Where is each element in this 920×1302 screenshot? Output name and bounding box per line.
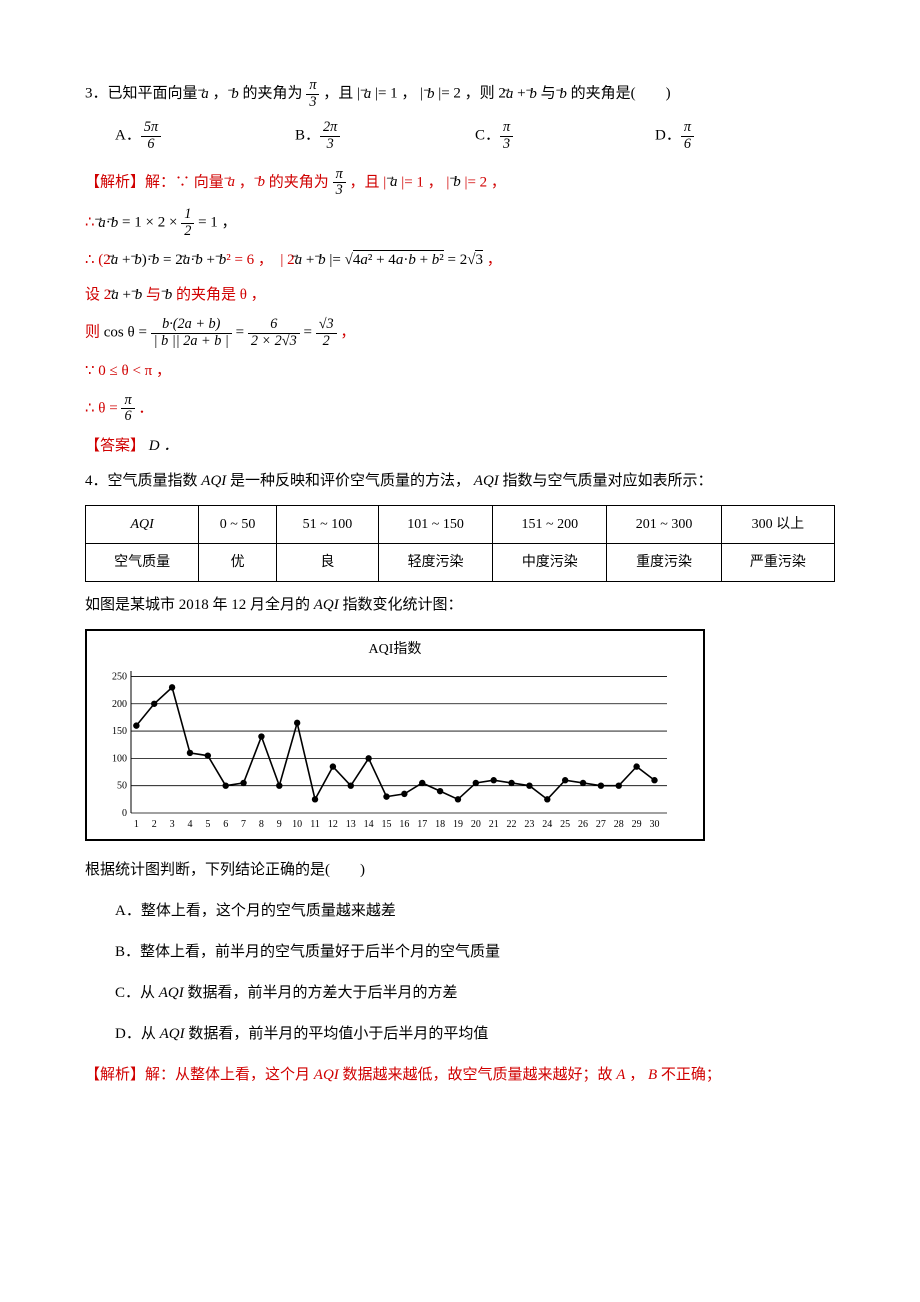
svg-text:7: 7 — [241, 819, 246, 830]
svg-text:5: 5 — [205, 819, 210, 830]
q3-options: A．5π6 B．2π3 C．π3 D．π6 — [115, 120, 835, 152]
svg-text:16: 16 — [399, 819, 409, 830]
q4-solution: 【解析】解：从整体上看，这个月 AQI 数据越来越低，故空气质量越来越好；故 A… — [85, 1062, 835, 1089]
q3-stem: 3．已知平面向量 a ， b 的夹角为 π3 ，且 | a |= 1 ， | b… — [85, 78, 835, 110]
svg-text:0: 0 — [122, 808, 127, 819]
chart-title: AQI指数 — [97, 637, 693, 664]
q4-opt-d: D．从 AQI 数据看，前半月的平均值小于后半月的平均值 — [115, 1021, 835, 1048]
svg-text:250: 250 — [112, 671, 127, 682]
svg-text:10: 10 — [292, 819, 302, 830]
svg-text:20: 20 — [471, 819, 481, 830]
svg-text:21: 21 — [489, 819, 499, 830]
q3-sol-l4: 设 2a + b 与 b 的夹角是 θ ， — [85, 282, 835, 309]
q4-judge: 根据统计图判断，下列结论正确的是( ) — [85, 857, 835, 884]
vec-b: b — [231, 86, 239, 102]
pi-over-3: π3 — [306, 78, 319, 110]
q4-opt-c: C．从 AQI 数据看，前半月的方差大于后半月的方差 — [115, 980, 835, 1007]
svg-text:22: 22 — [507, 819, 517, 830]
svg-text:25: 25 — [560, 819, 570, 830]
svg-text:3: 3 — [170, 819, 175, 830]
q3-number: 3． — [85, 86, 108, 102]
q3-opt-a: A．5π6 — [115, 120, 295, 152]
svg-text:27: 27 — [596, 819, 606, 830]
aqi-chart-container: AQI指数 0501001502002501234567891011121314… — [85, 629, 705, 840]
q3-opt-c: C．π3 — [475, 120, 655, 152]
svg-text:23: 23 — [524, 819, 534, 830]
svg-text:14: 14 — [364, 819, 374, 830]
q3-sol-l7: ∴ θ = π6 ． — [85, 393, 835, 425]
aqi-chart: 0501001502002501234567891011121314151617… — [97, 665, 677, 835]
q3-opt-b: B．2π3 — [295, 120, 475, 152]
svg-text:9: 9 — [277, 819, 282, 830]
vec-a: a — [201, 86, 209, 102]
aqi-table: AQI 0 ~ 50 51 ~ 100 101 ~ 150 151 ~ 200 … — [85, 505, 835, 582]
svg-text:12: 12 — [328, 819, 338, 830]
table-row: AQI 0 ~ 50 51 ~ 100 101 ~ 150 151 ~ 200 … — [86, 506, 835, 544]
q3-sol-l2: ∴ a·b = 1 × 2 × 12 = 1 ， — [85, 207, 835, 239]
q4-opt-a: A．整体上看，这个月的空气质量越来越差 — [115, 898, 835, 925]
svg-text:30: 30 — [649, 819, 659, 830]
table-row: 空气质量 优 良 轻度污染 中度污染 重度污染 严重污染 — [86, 544, 835, 582]
q4-mid: 如图是某城市 2018 年 12 月全月的 AQI 指数变化统计图： — [85, 592, 835, 619]
svg-text:4: 4 — [187, 819, 192, 830]
svg-text:17: 17 — [417, 819, 427, 830]
q3-opt-d: D．π6 — [655, 120, 835, 152]
svg-text:200: 200 — [112, 698, 127, 709]
svg-text:19: 19 — [453, 819, 463, 830]
svg-text:50: 50 — [117, 780, 127, 791]
q3-sol-l1: 【解析】解：∵ 向量 a ， b 的夹角为 π3 ，且 | a |= 1 ， |… — [85, 167, 835, 199]
svg-text:28: 28 — [614, 819, 624, 830]
q4-options: A．整体上看，这个月的空气质量越来越差 B．整体上看，前半月的空气质量好于后半个… — [85, 898, 835, 1048]
svg-text:24: 24 — [542, 819, 552, 830]
svg-text:13: 13 — [346, 819, 356, 830]
q3-sol-l6: ∵ 0 ≤ θ < π ， — [85, 358, 835, 385]
q4-stem: 4．空气质量指数 AQI 是一种反映和评价空气质量的方法， AQI 指数与空气质… — [85, 468, 835, 495]
q3-sol-l5: 则 cos θ = b·(2a + b)| b || 2a + b | = 62… — [85, 317, 835, 349]
svg-text:100: 100 — [112, 753, 127, 764]
svg-text:6: 6 — [223, 819, 228, 830]
svg-text:1: 1 — [134, 819, 139, 830]
svg-text:18: 18 — [435, 819, 445, 830]
svg-text:11: 11 — [310, 819, 320, 830]
svg-text:150: 150 — [112, 726, 127, 737]
svg-text:15: 15 — [381, 819, 391, 830]
svg-text:29: 29 — [632, 819, 642, 830]
svg-text:2: 2 — [152, 819, 157, 830]
q3-answer: 【答案】 D ． — [85, 433, 835, 460]
svg-text:8: 8 — [259, 819, 264, 830]
svg-text:26: 26 — [578, 819, 588, 830]
q4-opt-b: B．整体上看，前半月的空气质量好于后半个月的空气质量 — [115, 939, 835, 966]
q3-sol-l3: ∴ (2a + b)·b = 2a·b + b² = 6 ， | 2a + b … — [85, 247, 835, 274]
